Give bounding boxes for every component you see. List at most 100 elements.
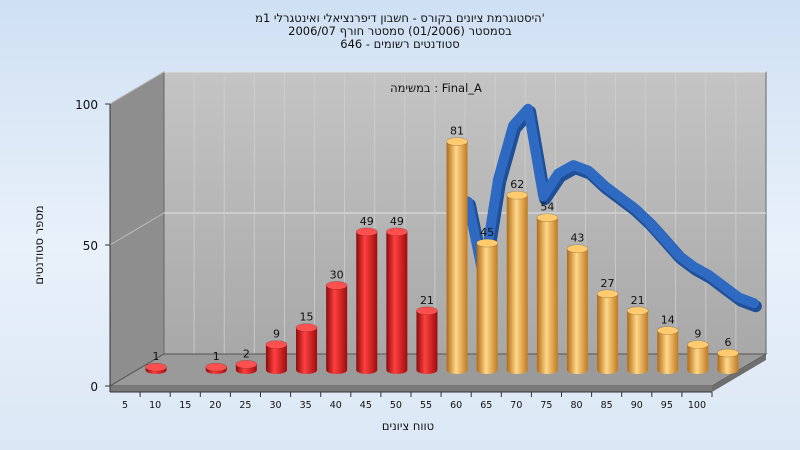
- bar-body: [597, 293, 619, 374]
- x-tick-label: 60: [450, 400, 462, 411]
- data-label: 15: [300, 311, 314, 324]
- y-tick-label: 0: [90, 380, 98, 394]
- bar: 62: [506, 178, 529, 374]
- bar: 81: [446, 125, 468, 374]
- bar-top: [205, 362, 228, 372]
- data-label: 45: [480, 226, 494, 239]
- y-tick-label: 100: [75, 98, 98, 112]
- data-label: 21: [420, 294, 434, 307]
- bar-top: [325, 281, 348, 290]
- x-tick-label: 95: [661, 400, 673, 411]
- bar-top: [536, 213, 559, 223]
- data-label: 21: [631, 294, 645, 307]
- x-tick-label: 100: [688, 400, 706, 411]
- bar-body: [326, 285, 348, 374]
- bar-body: [296, 327, 318, 374]
- x-tick-label: 5: [122, 400, 128, 411]
- bar-top: [145, 362, 167, 372]
- bar-top: [416, 306, 438, 316]
- bar-body: [446, 141, 468, 374]
- bar-top: [626, 306, 649, 316]
- x-tick-label: 80: [571, 400, 583, 411]
- bar-body: [506, 195, 528, 374]
- x-tick-label: 20: [209, 400, 221, 411]
- x-axis-title: טווח ציונים: [382, 419, 434, 433]
- data-label: 9: [694, 328, 701, 341]
- bar-top: [717, 348, 739, 358]
- data-label: 30: [330, 268, 344, 281]
- bar-top: [566, 244, 589, 254]
- bar-body: [566, 248, 588, 374]
- x-tick-label: 70: [510, 400, 522, 411]
- data-label: 43: [570, 232, 584, 245]
- chart-title-line-2: בסמסטר (01/2006) סמסטר חורף 2006/07: [288, 24, 512, 38]
- x-tick-label: 75: [540, 400, 552, 411]
- data-label: 81: [450, 125, 464, 138]
- bar-top: [355, 227, 378, 237]
- bar-body: [265, 344, 287, 374]
- x-tick-label: 45: [360, 400, 372, 411]
- bar-body: [356, 231, 378, 374]
- bar-top: [446, 137, 468, 146]
- data-label: 9: [273, 328, 280, 341]
- bar-body: [717, 353, 739, 374]
- axes-layer: 0 50 100 5 10 15 20 25 30 35 40 45 50 55 60 65 70 75 80 85 9…: [75, 98, 713, 411]
- bar: 30: [325, 268, 348, 374]
- data-label: 1: [213, 350, 220, 363]
- bar-body: [627, 310, 649, 374]
- y-tick-label: 50: [83, 239, 98, 253]
- bar: 14: [656, 314, 679, 374]
- bar-body: [416, 310, 438, 374]
- plot-floor-front: [110, 386, 712, 392]
- bar-top: [386, 227, 408, 237]
- bar: 1: [205, 350, 228, 374]
- bar: 9: [687, 328, 709, 374]
- bar: 49: [386, 215, 408, 374]
- bar-top: [687, 340, 709, 349]
- x-tick-label: 40: [330, 400, 342, 411]
- x-tick-label: 85: [601, 400, 613, 411]
- bar: 49: [355, 215, 378, 374]
- data-label: 27: [601, 277, 615, 290]
- data-label: 6: [724, 336, 731, 349]
- bar-top: [235, 360, 258, 369]
- x-tick-label: 55: [420, 400, 432, 411]
- bar-body: [536, 217, 558, 374]
- data-label: 54: [540, 201, 554, 214]
- x-tick-label: 90: [631, 400, 643, 411]
- bar: 9: [265, 328, 288, 374]
- data-label: 62: [510, 178, 524, 191]
- bar: 6: [717, 336, 739, 374]
- bar: 15: [295, 311, 318, 374]
- data-label: 49: [360, 215, 374, 228]
- bar: 21: [416, 294, 438, 374]
- y-axis-title: מספר סטודנטים: [32, 205, 46, 284]
- bar-top: [506, 190, 529, 200]
- chart-title-line-3: סטודנטים רשומים - 646: [340, 37, 460, 51]
- curve-layer: [447, 103, 762, 313]
- bar: 21: [626, 294, 649, 374]
- plot-floor-right: [712, 354, 766, 392]
- grid-line: [109, 212, 165, 246]
- bar-body: [476, 243, 498, 374]
- bars-layer: 1 1 2 9 15 30 49 49 21 81 45 62 54 43 27 21 14 9 6: [145, 125, 739, 374]
- bar-top: [265, 340, 288, 349]
- x-tick-label: 30: [270, 400, 282, 411]
- distribution-curve: [447, 103, 759, 309]
- bar-top: [656, 326, 679, 335]
- bar: 2: [235, 347, 258, 374]
- x-tick-label: 35: [300, 400, 312, 411]
- grid-line: [109, 71, 165, 105]
- x-tick-label: 65: [480, 400, 492, 411]
- data-label: 49: [390, 215, 404, 228]
- x-tick-label: 50: [390, 400, 402, 411]
- bar-body: [687, 344, 709, 374]
- bar: 1: [145, 350, 167, 374]
- bar: 43: [566, 232, 589, 374]
- bar-body: [386, 231, 408, 374]
- chart-annotation: במשימה : Final_A: [390, 81, 482, 95]
- bar: 54: [536, 201, 559, 374]
- x-tick-label: 15: [179, 400, 191, 411]
